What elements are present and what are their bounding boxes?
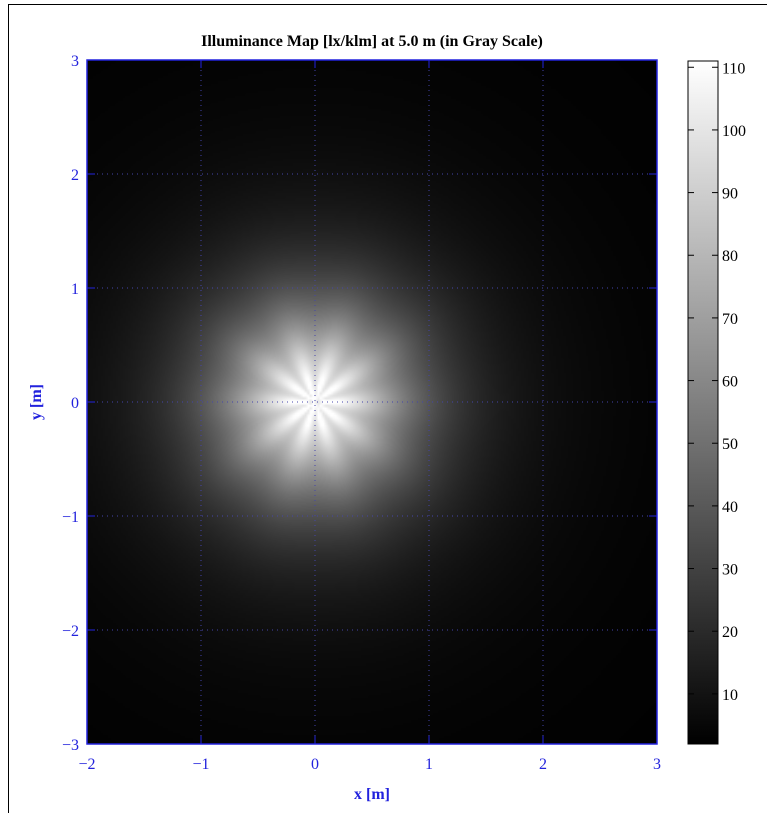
colorbar-tick-label: 110 xyxy=(722,60,745,77)
colorbar-ticks: 10 20 30 40 50 60 70 80 90 100 110 xyxy=(688,60,746,704)
y-tick-label: −3 xyxy=(62,737,79,754)
x-tick-label: −1 xyxy=(192,756,209,773)
colorbar-tick-label: 40 xyxy=(722,499,738,516)
colorbar-tick-label: 60 xyxy=(722,374,738,391)
heatmap-plot-area: −2 −1 0 1 2 3 −3 −2 −1 0 1 2 3 xyxy=(62,53,661,773)
y-axis-ticks: −3 −2 −1 0 1 2 3 xyxy=(62,53,657,754)
colorbar-tick-label: 10 xyxy=(722,687,738,704)
y-tick-label: −2 xyxy=(62,623,79,640)
y-tick-label: 1 xyxy=(71,281,79,298)
colorbar-tick-label: 100 xyxy=(722,123,746,140)
grid-lines xyxy=(87,60,657,744)
colorbar-tick-label: 70 xyxy=(722,311,738,328)
colorbar-tick-label: 80 xyxy=(722,248,738,265)
y-tick-label: 3 xyxy=(71,53,79,70)
x-tick-label: 3 xyxy=(653,756,661,773)
x-tick-label: 2 xyxy=(539,756,547,773)
colorbar: 10 20 30 40 50 60 70 80 90 100 110 xyxy=(687,60,746,745)
figure-frame xyxy=(8,4,767,813)
y-tick-label: −1 xyxy=(62,509,79,526)
colorbar-tick-label: 50 xyxy=(722,436,738,453)
colorbar-tick-label: 30 xyxy=(722,562,738,579)
x-axis-label: x [m] xyxy=(354,786,390,803)
x-tick-label: 1 xyxy=(425,756,433,773)
colorbar-tick-label: 90 xyxy=(722,186,738,203)
x-tick-label: −2 xyxy=(78,756,95,773)
x-tick-label: 0 xyxy=(311,756,319,773)
x-axis-ticks: −2 −1 0 1 2 3 xyxy=(78,60,661,773)
colorbar-gradient xyxy=(687,60,719,745)
y-axis-label: y [m] xyxy=(28,384,45,420)
colorbar-tick-label: 20 xyxy=(722,624,738,641)
chart-title: Illuminance Map [lx/klm] at 5.0 m (in Gr… xyxy=(201,33,543,50)
y-tick-label: 2 xyxy=(71,167,79,184)
y-tick-label: 0 xyxy=(71,395,79,412)
